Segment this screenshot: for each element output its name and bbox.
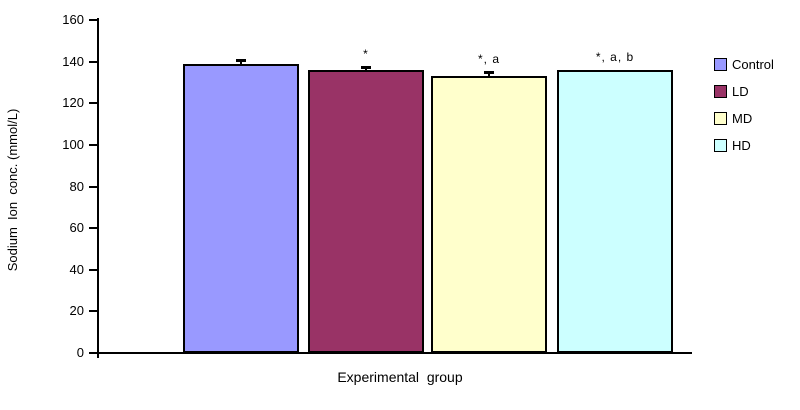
legend-item-md: MD [714,110,774,127]
y-axis-line [97,18,99,358]
significance-annotation: *, a, b [595,49,635,64]
y-tick-label: 20 [69,303,84,319]
significance-annotation: * [363,46,369,61]
legend-label: MD [732,111,753,126]
y-axis-tick [89,19,97,21]
y-tick-label: 0 [76,345,84,360]
legend: Control LD MD HD [714,56,774,164]
bar-ld [308,69,424,353]
y-tick-label: 140 [62,53,84,69]
y-axis-tick [89,268,97,271]
y-axis-tick [89,102,97,105]
x-axis-line [94,352,692,354]
legend-swatch-ld [714,85,727,98]
error-bar [365,66,367,72]
y-axis-tick [89,143,97,146]
y-tick-label: 80 [69,178,84,194]
bar-md [431,76,547,353]
x-axis-title: Experimental group [337,369,463,385]
legend-swatch-md [714,112,727,125]
legend-label: HD [732,138,751,153]
y-axis-tick [89,310,97,313]
y-axis-tick [89,185,97,188]
error-bar-cap [484,71,494,75]
y-axis-tick [89,60,97,63]
legend-swatch-hd [714,139,727,152]
legend-item-ld: LD [714,83,774,100]
y-tick-label: 60 [69,220,84,236]
y-tick-label: 120 [62,95,84,111]
y-tick-label: 160 [62,12,84,27]
legend-item-control: Control [714,56,774,73]
error-bar-cap [236,58,246,62]
y-tick-label: 40 [69,261,84,277]
bar-control [183,63,299,353]
significance-annotation: *, a [477,52,500,67]
y-axis-title: Sodium Ion conc. (mmol/L) [5,108,20,272]
legend-swatch-control [714,58,727,71]
legend-item-hd: HD [714,137,774,154]
error-bar [488,72,490,79]
legend-label: Control [732,57,774,72]
y-tick-label: 100 [62,136,84,152]
error-bar-cap [361,65,371,69]
legend-label: LD [732,84,749,99]
y-axis-tick [89,352,97,354]
bar-hd [557,69,673,353]
error-bar [240,59,242,66]
y-axis-tick [89,227,97,230]
